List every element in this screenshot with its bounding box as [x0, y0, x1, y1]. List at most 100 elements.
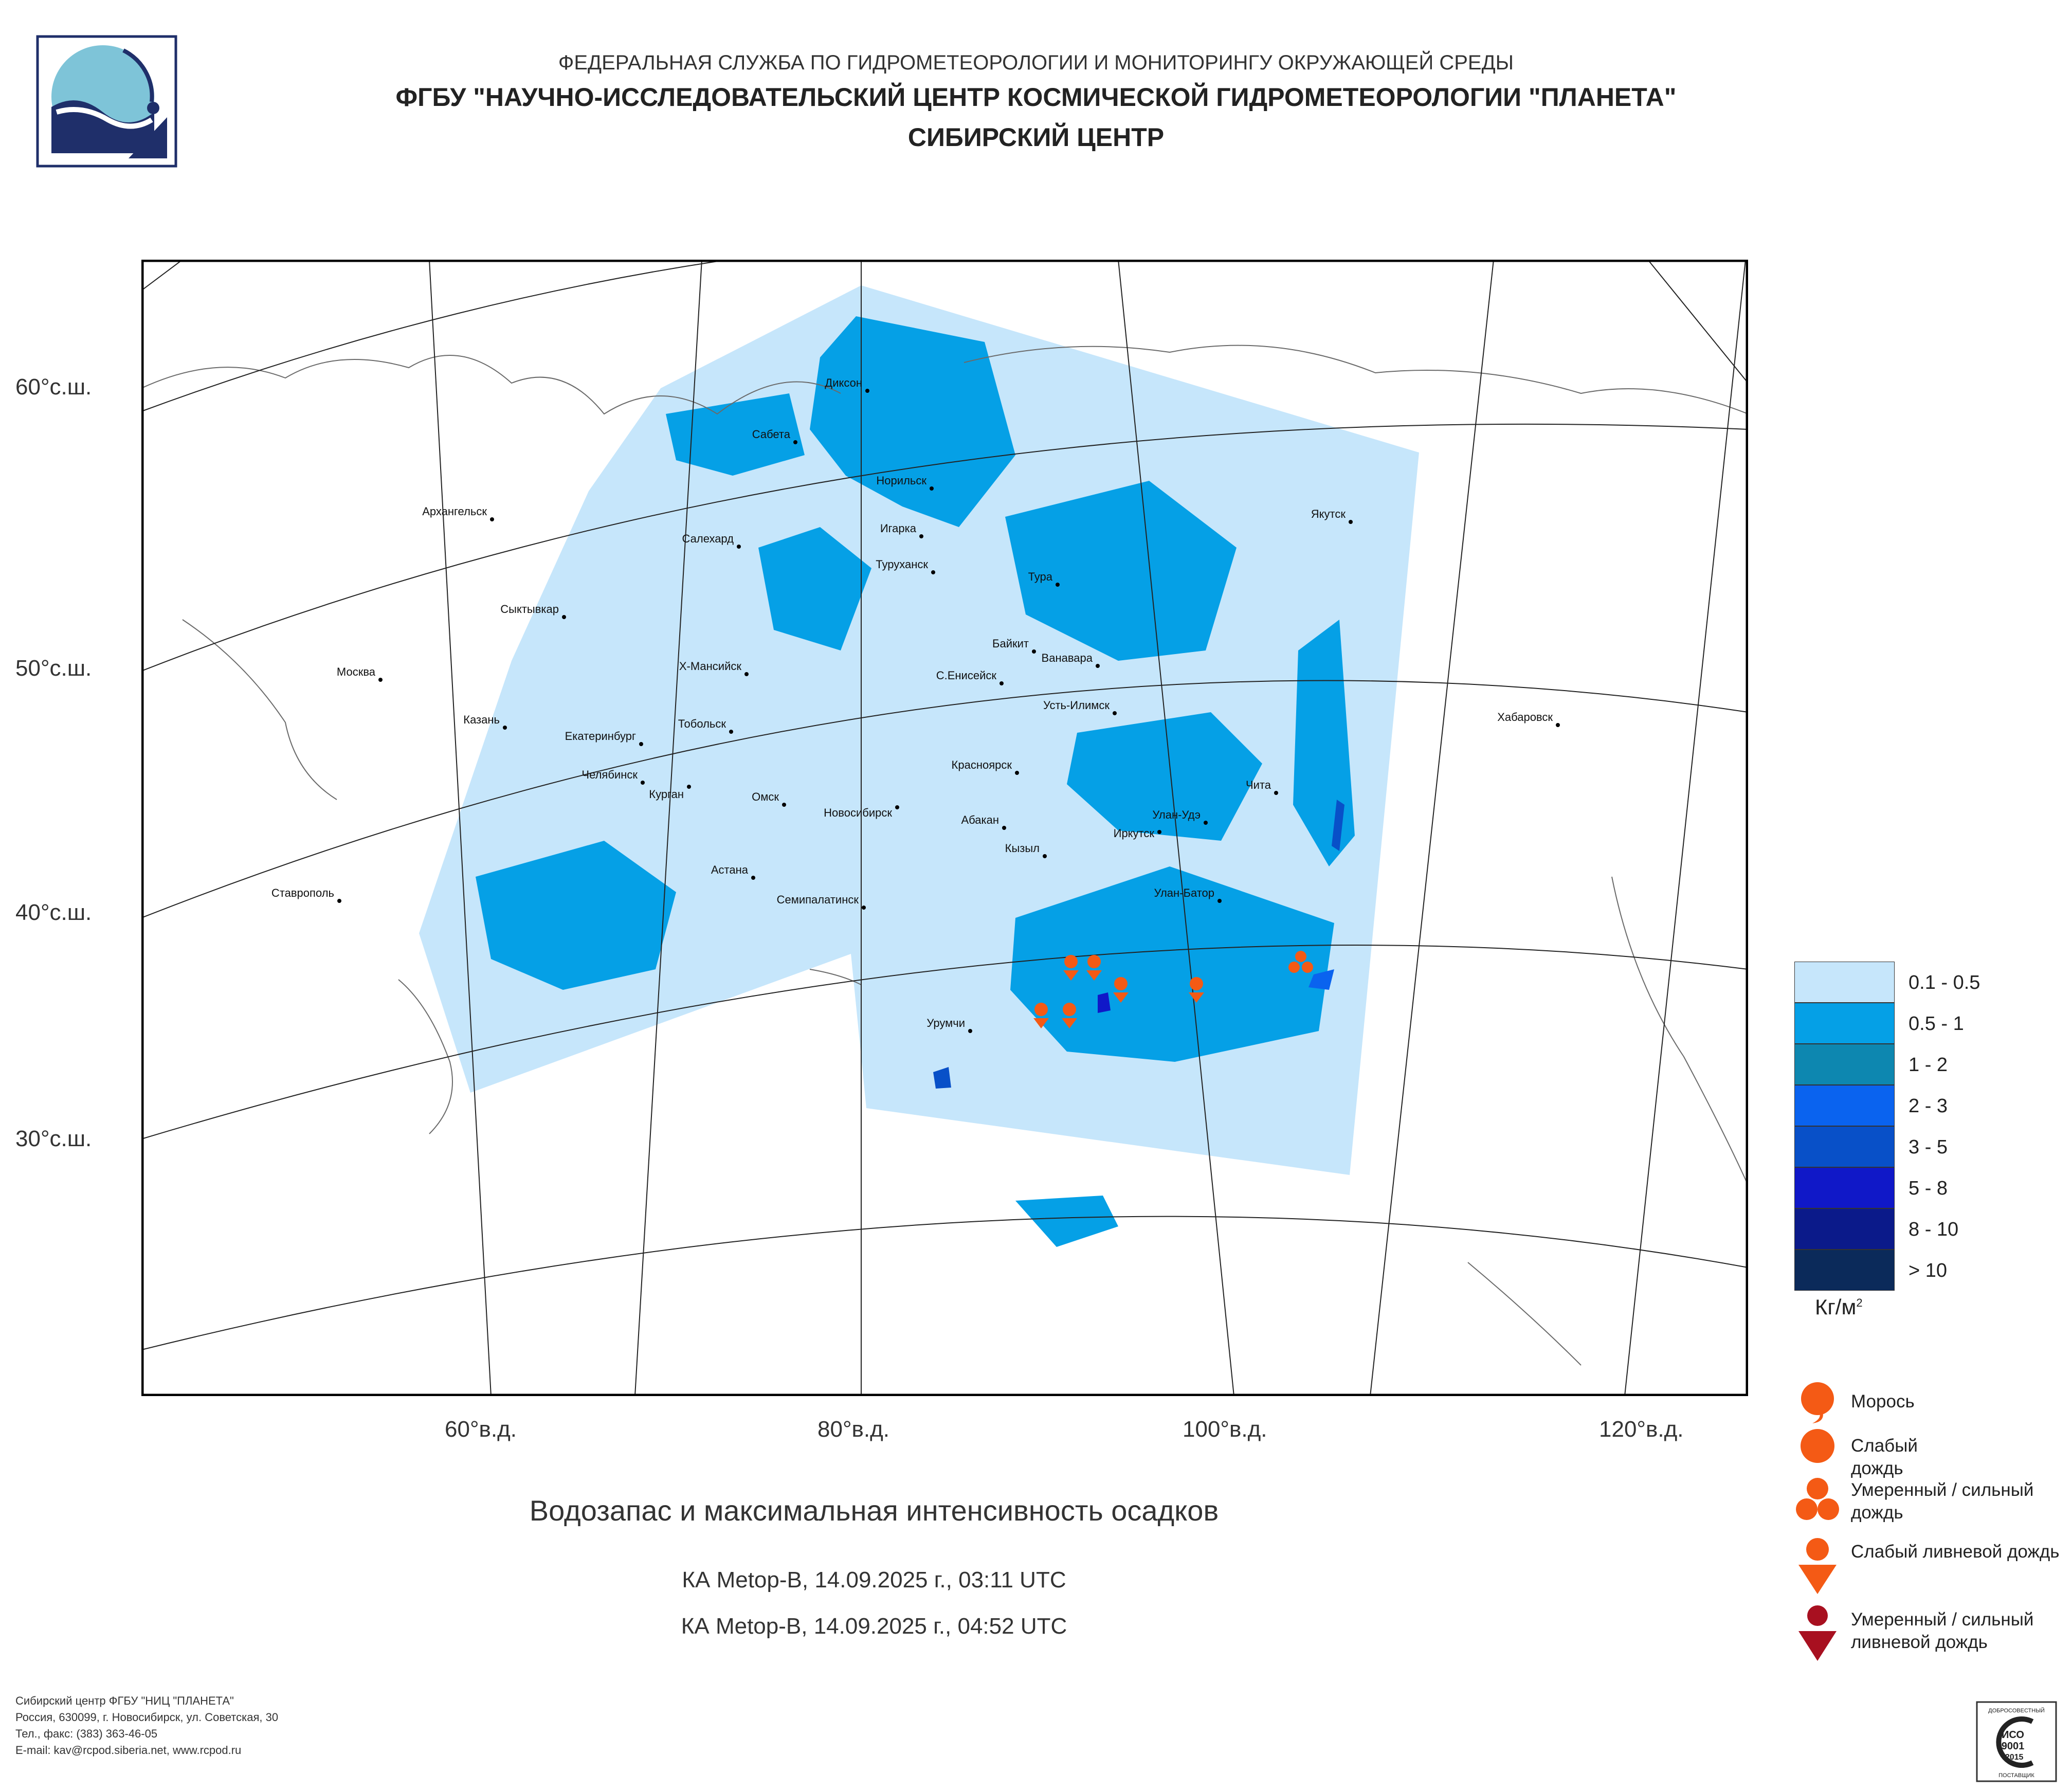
svg-text:Семипалатинск: Семипалатинск: [777, 893, 859, 906]
svg-text:Хабаровск: Хабаровск: [1497, 711, 1553, 723]
city-ulanbator: Улан-Батор: [1154, 887, 1222, 903]
city-tobolsk: Тобольск: [678, 717, 733, 734]
precip-type-heavy-shower: Умеренный / сильный ливневой дождь: [1794, 1604, 2033, 1669]
map-title: Водозапас и максимальная интенсивность о…: [529, 1494, 1219, 1527]
svg-text:Ванавара: Ванавара: [1042, 652, 1093, 664]
legend-unit: Кг/м2: [1815, 1295, 1863, 1319]
header-agency: ФЕДЕРАЛЬНАЯ СЛУЖБА ПО ГИДРОМЕТЕОРОЛОГИИ …: [558, 51, 1514, 74]
svg-text:Сыктывкар: Сыктывкар: [500, 603, 559, 616]
city-arkhangelsk: Архангельск: [422, 505, 494, 521]
precip-type-light-shower: Слабый ливневой дождь: [1794, 1536, 2060, 1601]
city-stavropol: Ставрополь: [271, 887, 341, 903]
satellite-pass-1: КА Metop-B, 14.09.2025 г., 03:11 UTC: [682, 1567, 1066, 1593]
footer-phone: Тел., факс: (383) 363-46-05: [15, 1727, 158, 1740]
lat-label-40: 40°с.ш.: [15, 900, 92, 925]
city-dikson: Диксон: [825, 376, 869, 393]
svg-text:Туруханск: Туруханск: [876, 558, 928, 571]
svg-text:Байкит: Байкит: [992, 637, 1029, 650]
city-kyzyl: Кызыл: [1005, 842, 1047, 858]
svg-text:С.Енисейск: С.Енисейск: [936, 669, 997, 682]
city-igarka: Игарка: [880, 522, 923, 538]
svg-text:Сабета: Сабета: [752, 428, 791, 441]
city-chita: Чита: [1246, 779, 1278, 795]
city-abakan: Абакан: [961, 813, 1006, 830]
city-ulanude: Улан-Удэ: [1152, 808, 1208, 825]
satellite-pass-2: КА Metop-B, 14.09.2025 г., 04:52 UTC: [681, 1614, 1067, 1639]
city-khmansiysk: Х-Мансийск: [679, 660, 749, 676]
precip-type-light-rain: Слабый дождь: [1794, 1425, 1918, 1478]
city-ustilimsk: Усть-Илимск: [1043, 699, 1117, 715]
svg-text:ИСО: ИСО: [2002, 1729, 2024, 1741]
svg-text:Абакан: Абакан: [961, 813, 999, 826]
lon-label-60: 60°в.д.: [445, 1417, 517, 1442]
svg-text:Урумчи: Урумчи: [926, 1017, 965, 1029]
cities: Диксон Сабета Норильск Архангельск Салех…: [271, 376, 1560, 1033]
svg-text:ДОБРОСОВЕСТНЫЙ: ДОБРОСОВЕСТНЫЙ: [1988, 1707, 2045, 1714]
lat-label-60: 60°с.ш.: [15, 374, 92, 400]
header-center: СИБИРСКИЙ ЦЕНТР: [907, 123, 1165, 152]
city-tura: Тура: [1028, 570, 1060, 587]
svg-text:Салехард: Салехард: [682, 532, 734, 545]
precip-type-drizzle: Морось: [1794, 1378, 1915, 1427]
footer-contacts: Сибирский центр ФГБУ "НИЦ "ПЛАНЕТА" Росс…: [15, 1693, 278, 1759]
precipitation-map: Диксон Сабета Норильск Архангельск Салех…: [141, 260, 1748, 1396]
city-krasnoyarsk: Красноярск: [952, 758, 1019, 775]
drizzle-icon: [1801, 1382, 1834, 1423]
svg-text:Норильск: Норильск: [876, 474, 926, 487]
city-syktyvkar: Сыктывкар: [500, 603, 566, 619]
footer-email: E-mail: kav@rcpod.siberia.net, www.rcpod…: [15, 1744, 242, 1757]
svg-text:Астана: Астана: [711, 863, 749, 876]
svg-text:Курган: Курган: [649, 788, 684, 801]
planeta-logo: [36, 35, 177, 168]
svg-text:Челябинск: Челябинск: [581, 768, 638, 781]
city-urumqi: Урумчи: [926, 1017, 972, 1033]
light-rain-icon: [1801, 1429, 1834, 1463]
light-shower-icon: [1798, 1538, 1837, 1594]
svg-text:Тобольск: Тобольск: [678, 717, 726, 730]
svg-text:9001: 9001: [2002, 1741, 2025, 1752]
svg-text:Екатеринбург: Екатеринбург: [565, 730, 636, 743]
city-khabarovsk: Хабаровск: [1497, 711, 1560, 727]
svg-text:Иркутск: Иркутск: [1114, 827, 1155, 840]
city-ekaterinburg: Екатеринбург: [565, 730, 643, 746]
precip-type-moderate-rain: Умеренный / сильный дождь: [1794, 1476, 2033, 1530]
moderate-rain-icon: [1796, 1478, 1839, 1520]
city-sabeta: Сабета: [752, 428, 797, 444]
city-vanavara: Ванавара: [1042, 652, 1100, 668]
svg-text:Архангельск: Архангельск: [422, 505, 487, 518]
svg-text:Игарка: Игарка: [880, 522, 917, 535]
city-norilsk: Норильск: [876, 474, 934, 491]
svg-text:Москва: Москва: [337, 665, 376, 678]
city-astana: Астана: [711, 863, 755, 880]
city-omsk: Омск: [752, 790, 786, 807]
precip-markers: [1033, 951, 1313, 1028]
svg-text:Х-Мансийск: Х-Мансийск: [679, 660, 742, 673]
coastlines: [141, 345, 1748, 1366]
svg-text:Улан-Удэ: Улан-Удэ: [1152, 808, 1201, 821]
footer-org: Сибирский центр ФГБУ "НИЦ "ПЛАНЕТА": [15, 1694, 234, 1707]
city-kurgan: Курган: [649, 785, 691, 801]
city-chelyabinsk: Челябинск: [581, 768, 645, 785]
lon-label-100: 100°в.д.: [1183, 1417, 1267, 1442]
header-institute: ФГБУ "НАУЧНО-ИССЛЕДОВАТЕЛЬСКИЙ ЦЕНТР КОС…: [395, 83, 1677, 112]
svg-text:Тура: Тура: [1028, 570, 1053, 583]
svg-text:Казань: Казань: [463, 713, 500, 726]
svg-text:Якутск: Якутск: [1311, 508, 1346, 520]
svg-text:Красноярск: Красноярск: [952, 758, 1012, 771]
graticule: [141, 260, 1748, 1396]
svg-text:Улан-Батор: Улан-Батор: [1154, 887, 1214, 899]
city-semipalatinsk: Семипалатинск: [777, 893, 866, 910]
lat-label-30: 30°с.ш.: [15, 1126, 92, 1151]
city-turukhansk: Туруханск: [876, 558, 935, 574]
svg-text:ПОСТАВЩИК: ПОСТАВЩИК: [1998, 1772, 2034, 1779]
svg-text:Омск: Омск: [752, 790, 779, 803]
svg-text:Ставрополь: Ставрополь: [271, 887, 334, 899]
heavy-shower-icon: [1798, 1605, 1837, 1661]
svg-text:Диксон: Диксон: [825, 376, 862, 389]
svg-text:Новосибирск: Новосибирск: [824, 806, 892, 819]
city-baykit: Байкит: [992, 637, 1036, 654]
svg-text:Чита: Чита: [1246, 779, 1271, 791]
footer-address: Россия, 630099, г. Новосибирск, ул. Сове…: [15, 1711, 279, 1724]
city-yakutsk: Якутск: [1311, 508, 1353, 524]
lon-label-80: 80°в.д.: [817, 1417, 890, 1442]
